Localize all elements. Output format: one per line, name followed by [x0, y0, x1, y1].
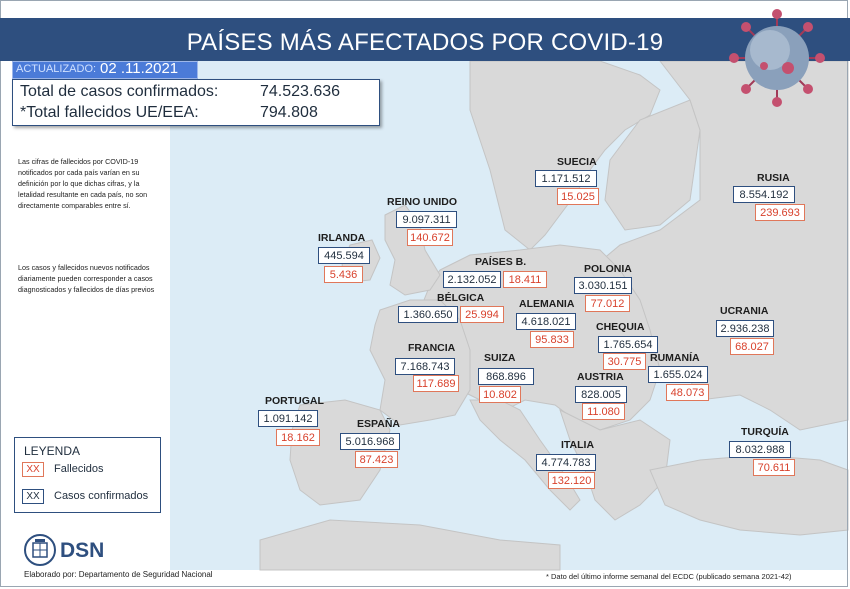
country-label-ucrania: UCRANIA [720, 305, 769, 317]
deaths-box-austria: 11.080 [582, 403, 625, 420]
deaths-box-belgica: 25.994 [460, 306, 504, 323]
virus-icon [729, 9, 825, 107]
country-label-rusia: RUSIA [757, 172, 790, 184]
total-cases-label: Total de casos confirmados: [20, 83, 219, 100]
updated-date: 02 .11.2021 [100, 60, 179, 77]
updated-label: ACTUALIZADO: [16, 63, 97, 75]
confirmed-box-austria: 828.005 [575, 386, 627, 403]
north-africa-land [259, 519, 561, 571]
confirmed-box-paises-b: 2.132.052 [443, 271, 501, 288]
country-label-suiza: SUIZA [484, 352, 516, 364]
confirmed-box-belgica: 1.360.650 [398, 306, 458, 323]
note-deaths-definition: Las cifras de fallecidos por COVID-19 no… [18, 157, 148, 210]
country-label-polonia: POLONIA [584, 263, 632, 275]
legend-title: LEYENDA [24, 444, 81, 458]
deaths-box-polonia: 77.012 [585, 295, 630, 312]
confirmed-box-italia: 4.774.783 [536, 454, 596, 471]
confirmed-box-ucrania: 2.936.238 [716, 320, 774, 337]
confirmed-box-francia: 7.168.743 [395, 358, 455, 375]
deaths-box-paises-b: 18.411 [503, 271, 547, 288]
country-label-suecia: SUECIA [557, 156, 597, 168]
deaths-box-turquia: 70.611 [753, 459, 795, 476]
footnote-text: * Dato del último informe semanal del EC… [546, 572, 792, 581]
confirmed-box-rusia: 8.554.192 [733, 186, 795, 203]
deaths-box-portugal: 18.162 [276, 429, 320, 446]
confirmed-box-suecia: 1.171.512 [535, 170, 597, 187]
country-label-austria: AUSTRIA [577, 371, 624, 383]
confirmed-box-chequia: 1.765.654 [598, 336, 658, 353]
legend-deaths-swatch: XX [22, 462, 44, 477]
deaths-box-chequia: 30.775 [603, 353, 646, 370]
confirmed-box-polonia: 3.030.151 [574, 277, 632, 294]
country-label-francia: FRANCIA [408, 342, 456, 354]
country-label-italia: ITALIA [561, 439, 595, 451]
deaths-box-rumania: 48.073 [666, 384, 709, 401]
confirmed-box-espana: 5.016.968 [340, 433, 400, 450]
deaths-box-ucrania: 68.027 [730, 338, 774, 355]
country-label-turquia: TURQUÍA [741, 426, 789, 438]
total-deaths-label: *Total fallecidos UE/EEA: [20, 104, 199, 121]
country-label-rumania: RUMANÍA [650, 352, 700, 364]
country-label-belgica: BÉLGICA [437, 292, 485, 304]
confirmed-box-reino-unido: 9.097.311 [396, 211, 457, 228]
country-label-chequia: CHEQUIA [596, 321, 645, 333]
confirmed-box-suiza: 868.896 [478, 368, 534, 385]
dsn-logo-icon [24, 534, 56, 566]
confirmed-box-irlanda: 445.594 [318, 247, 370, 264]
dsn-logo-text: DSN [60, 539, 105, 562]
total-cases-value: 74.523.636 [260, 83, 341, 100]
country-label-portugal: PORTUGAL [265, 395, 324, 407]
total-deaths-value: 794.808 [260, 104, 318, 121]
deaths-box-espana: 87.423 [355, 451, 398, 468]
deaths-box-irlanda: 5.436 [324, 266, 363, 283]
updated-strip [12, 61, 198, 79]
deaths-box-reino-unido: 140.672 [407, 229, 453, 246]
country-label-espana: ESPAÑA [357, 418, 400, 430]
country-label-irlanda: IRLANDA [318, 232, 366, 244]
deaths-box-rusia: 239.693 [755, 204, 805, 221]
deaths-box-suecia: 15.025 [557, 188, 599, 205]
finland-land [604, 99, 701, 231]
confirmed-box-rumania: 1.655.024 [648, 366, 708, 383]
country-label-paises-b: PAÍSES B. [475, 256, 527, 268]
page-title: PAÍSES MÁS AFECTADOS POR COVID-19 [186, 29, 664, 56]
legend-confirmed-swatch: XX [22, 489, 44, 504]
legend-confirmed-label: Casos confirmados [54, 490, 149, 502]
country-label-reino-unido: REINO UNIDO [387, 196, 458, 208]
note-daily-reports: Los casos y fallecidos nuevos notificado… [18, 263, 155, 294]
country-label-alemania: ALEMANIA [519, 298, 575, 310]
credit-text: Elaborado por: Departamento de Seguridad… [24, 570, 213, 579]
deaths-box-suiza: 10.802 [479, 386, 521, 403]
deaths-box-alemania: 95.833 [530, 331, 574, 348]
confirmed-box-turquia: 8.032.988 [729, 441, 791, 458]
confirmed-box-alemania: 4.618.021 [516, 313, 576, 330]
deaths-box-italia: 132.120 [548, 472, 595, 489]
deaths-box-francia: 117.689 [413, 375, 459, 392]
confirmed-box-portugal: 1.091.142 [258, 410, 318, 427]
title-bar [0, 18, 850, 61]
totals-box [12, 79, 380, 126]
legend-deaths-label: Fallecidos [54, 463, 104, 475]
